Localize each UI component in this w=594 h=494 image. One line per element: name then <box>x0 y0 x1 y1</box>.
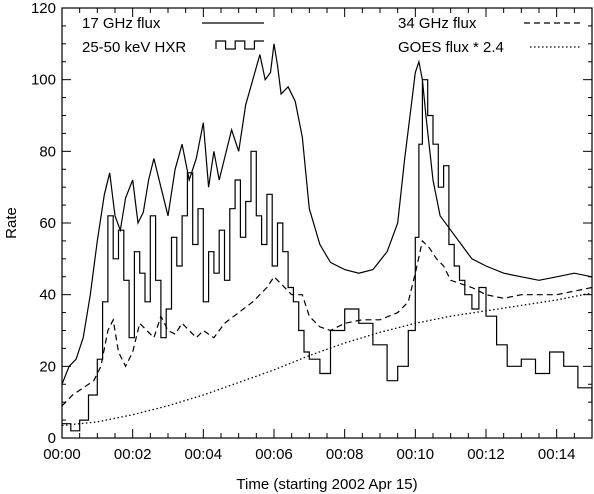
axes: 00:00 00:02 00:04 00:06 00:08 00:10 00:12 00:14… <box>31 0 593 463</box>
series-line-17-ghz-flux <box>62 43 592 385</box>
legend-label-goes-flux-2-4: GOES flux * 2.4 <box>398 39 504 56</box>
series-line-25-50-kev-hxr <box>62 79 592 432</box>
plot-area <box>62 43 592 432</box>
y-tick-label: 0 <box>48 430 56 447</box>
legend-label-17-ghz-flux: 17 GHz flux <box>82 15 161 32</box>
y-tick-label: 100 <box>31 72 56 89</box>
y-tick-label: 120 <box>31 0 56 17</box>
y-tick-label: 60 <box>39 215 56 232</box>
series-line-goes-flux-2-4 <box>62 292 592 427</box>
x-tick-label: 00:06 <box>255 446 293 463</box>
x-tick-label: 00:12 <box>467 446 505 463</box>
y-tick-label: 40 <box>39 287 56 304</box>
legend-swatch-25-50-kev-hxr <box>215 40 264 50</box>
x-tick-label: 00:10 <box>397 446 435 463</box>
x-tick-label: 00:02 <box>114 446 152 463</box>
x-axis-title: Time (starting 2002 Apr 15) <box>236 476 417 493</box>
x-tick-label: 00:00 <box>43 446 81 463</box>
x-tick-label: 00:04 <box>185 446 223 463</box>
y-tick-label: 80 <box>39 143 56 160</box>
y-axis-title: Rate <box>3 207 20 239</box>
x-tick-label: 00:08 <box>326 446 364 463</box>
legend: 17 GHz flux 34 GHz flux GOES flux * 2.4 25-… <box>82 15 580 56</box>
x-tick-label: 00:14 <box>538 446 576 463</box>
legend-label-34-ghz-flux: 34 GHz flux <box>398 15 477 32</box>
y-tick-label: 20 <box>39 358 56 375</box>
series-line-34-ghz-flux <box>62 239 592 407</box>
legend-label-25-50-kev-hxr: 25-50 keV HXR <box>82 39 186 56</box>
